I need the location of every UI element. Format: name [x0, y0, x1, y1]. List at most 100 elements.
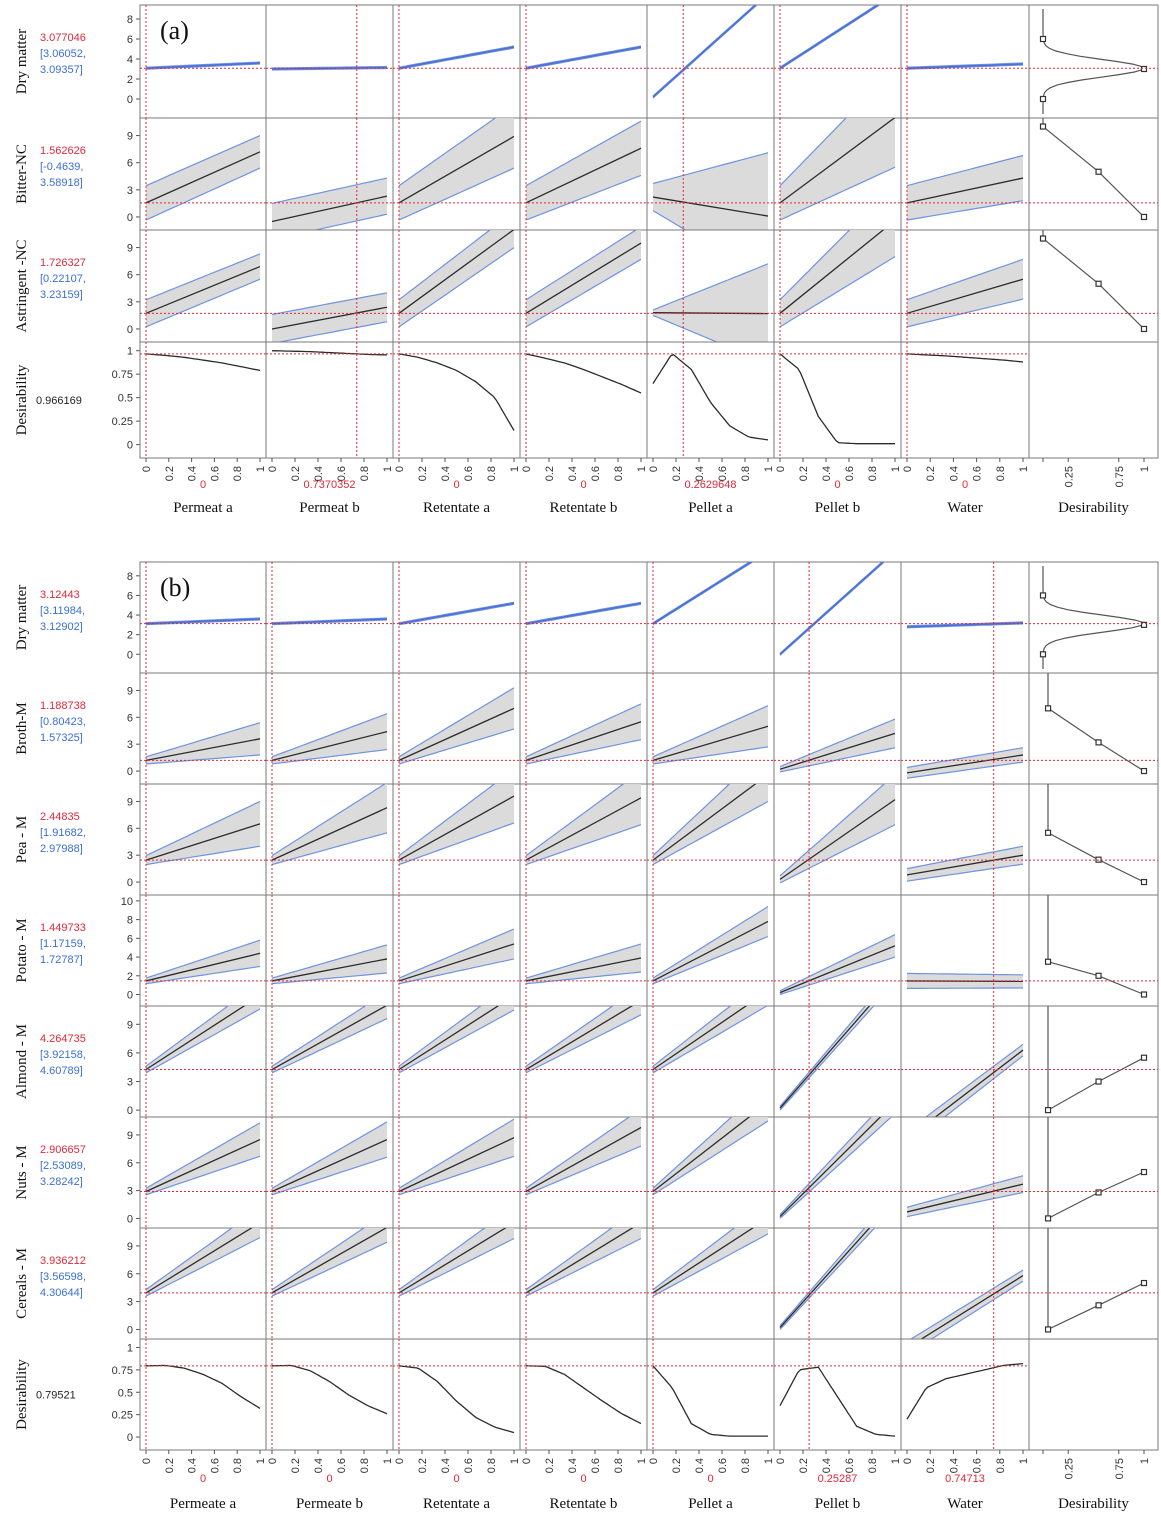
confidence-band	[272, 178, 387, 230]
x-tick-label: 0.4	[694, 466, 706, 481]
confidence-lower	[271, 972, 388, 985]
prediction-trace	[906, 622, 1024, 628]
cell-content	[266, 118, 393, 230]
desirability-value: 0.966169	[36, 395, 82, 407]
profile-cell	[646, 1227, 775, 1340]
factor-current-value: 0	[707, 1473, 713, 1485]
x-tick-label: 0.4	[313, 466, 325, 481]
x-tick-label: 0.4	[821, 466, 833, 481]
prediction-trace	[525, 1126, 642, 1193]
x-tick-label: 1	[382, 1458, 394, 1464]
confidence-band	[146, 940, 260, 984]
factor-label: Pellet b	[815, 500, 860, 516]
factor-label: Retentate a	[423, 1496, 490, 1512]
desirability-marker	[1039, 95, 1047, 103]
confidence-upper	[779, 1228, 866, 1327]
x-tick-label: 1	[890, 1458, 902, 1464]
row-label-desirability: Desirability	[14, 1359, 30, 1430]
prediction-trace	[525, 602, 642, 625]
y-tick-label: 0	[127, 990, 133, 1002]
cell-content	[901, 784, 1029, 895]
profile-cell	[519, 1116, 648, 1229]
prediction-trace	[652, 196, 769, 217]
response-current-value: 3.936212	[40, 1255, 86, 1267]
profile-cell	[139, 672, 267, 785]
confidence-lower	[779, 956, 896, 996]
y-tick-label: 6	[127, 1269, 133, 1281]
factor-current-value: 0	[962, 479, 968, 491]
response-ci-lower: [1.91682,	[40, 827, 86, 839]
desirability-marker	[1044, 958, 1052, 965]
desirability-marker	[1140, 325, 1148, 333]
profile-cell	[773, 1338, 902, 1451]
confidence-upper	[398, 1006, 482, 1067]
desirability-curve	[1047, 1228, 1145, 1331]
confidence-upper	[652, 1117, 733, 1189]
prediction-trace	[652, 1006, 748, 1071]
desirability-marker	[1140, 767, 1148, 775]
desirability-curve	[1047, 673, 1145, 772]
x-tick-label: 0.6	[209, 1458, 221, 1473]
prediction-trace	[906, 63, 1024, 69]
y-tick-label: 4	[127, 54, 133, 66]
profile-cell	[773, 4, 902, 119]
cell-content	[901, 1228, 1029, 1339]
cell-frame	[900, 1338, 1030, 1451]
x-tick-label: 0.8	[486, 1458, 498, 1473]
cell-content	[140, 5, 266, 118]
response-ci-lower: [0.22107,	[40, 273, 86, 285]
confidence-band	[780, 230, 895, 327]
y-tick-label: 6	[127, 34, 133, 46]
cell-frame	[773, 1116, 902, 1229]
confidence-lower	[145, 1237, 261, 1297]
y-tick-label: 0	[127, 1324, 133, 1336]
profile-cell	[519, 783, 648, 896]
factor-current-value: 0.25287	[818, 1473, 858, 1485]
cell-content	[393, 673, 520, 784]
desirability-trace	[398, 1365, 515, 1434]
prediction-trace	[145, 618, 261, 625]
cell-frame	[1028, 117, 1159, 231]
cell-frame	[646, 561, 775, 674]
prediction-trace	[779, 230, 885, 314]
desirability-function-cell	[1028, 1338, 1159, 1451]
profiler-panel-b: Dry matter 3.12443 [3.11984, 3.12902] 0 2 4 6 8 B…	[14, 561, 1159, 1512]
profile-cell	[773, 1005, 902, 1118]
row-label-pea-m: Pea - M	[14, 816, 30, 864]
confidence-upper	[398, 1118, 515, 1189]
x-tick-label: 0.25	[1063, 1458, 1075, 1479]
cell-content	[266, 895, 393, 1006]
profile-cell	[392, 672, 521, 785]
y-tick-label: 6	[127, 270, 133, 282]
y-tick-label: 9	[127, 131, 133, 143]
profile-cell	[900, 1116, 1030, 1229]
confidence-lower	[779, 1006, 875, 1111]
cell-frame	[646, 4, 775, 119]
factor-current-value: 0	[580, 479, 586, 491]
x-tick-label: 0.6	[972, 1458, 984, 1473]
desirability-marker	[1044, 705, 1052, 712]
factor-current-value: 0	[453, 479, 459, 491]
profile-cell	[519, 4, 648, 119]
x-tick-label: 0	[775, 466, 787, 472]
cell-content	[901, 1339, 1029, 1450]
cell-content	[647, 1339, 774, 1450]
confidence-lower	[525, 971, 642, 985]
confidence-upper	[779, 118, 847, 187]
profile-cell	[519, 672, 648, 785]
confidence-upper	[271, 1228, 365, 1291]
factor-current-value: 0	[326, 1473, 332, 1485]
x-tick-label: 0.4	[440, 466, 452, 481]
cell-content	[901, 342, 1029, 458]
x-tick-label: 0.75	[1114, 1458, 1126, 1479]
factor-label: Retentate b	[550, 500, 618, 516]
row-label-astringent-nc: Astringent -NC	[14, 240, 30, 333]
desirability-marker	[1039, 235, 1047, 242]
profile-cell	[139, 561, 267, 674]
y-tick-label: 9	[127, 1019, 133, 1031]
desirability-function-cell	[1028, 229, 1159, 343]
x-tick-label: 0.8	[740, 466, 752, 481]
confidence-band	[146, 1228, 260, 1297]
cell-content	[774, 1228, 901, 1339]
cell-content	[266, 230, 393, 342]
